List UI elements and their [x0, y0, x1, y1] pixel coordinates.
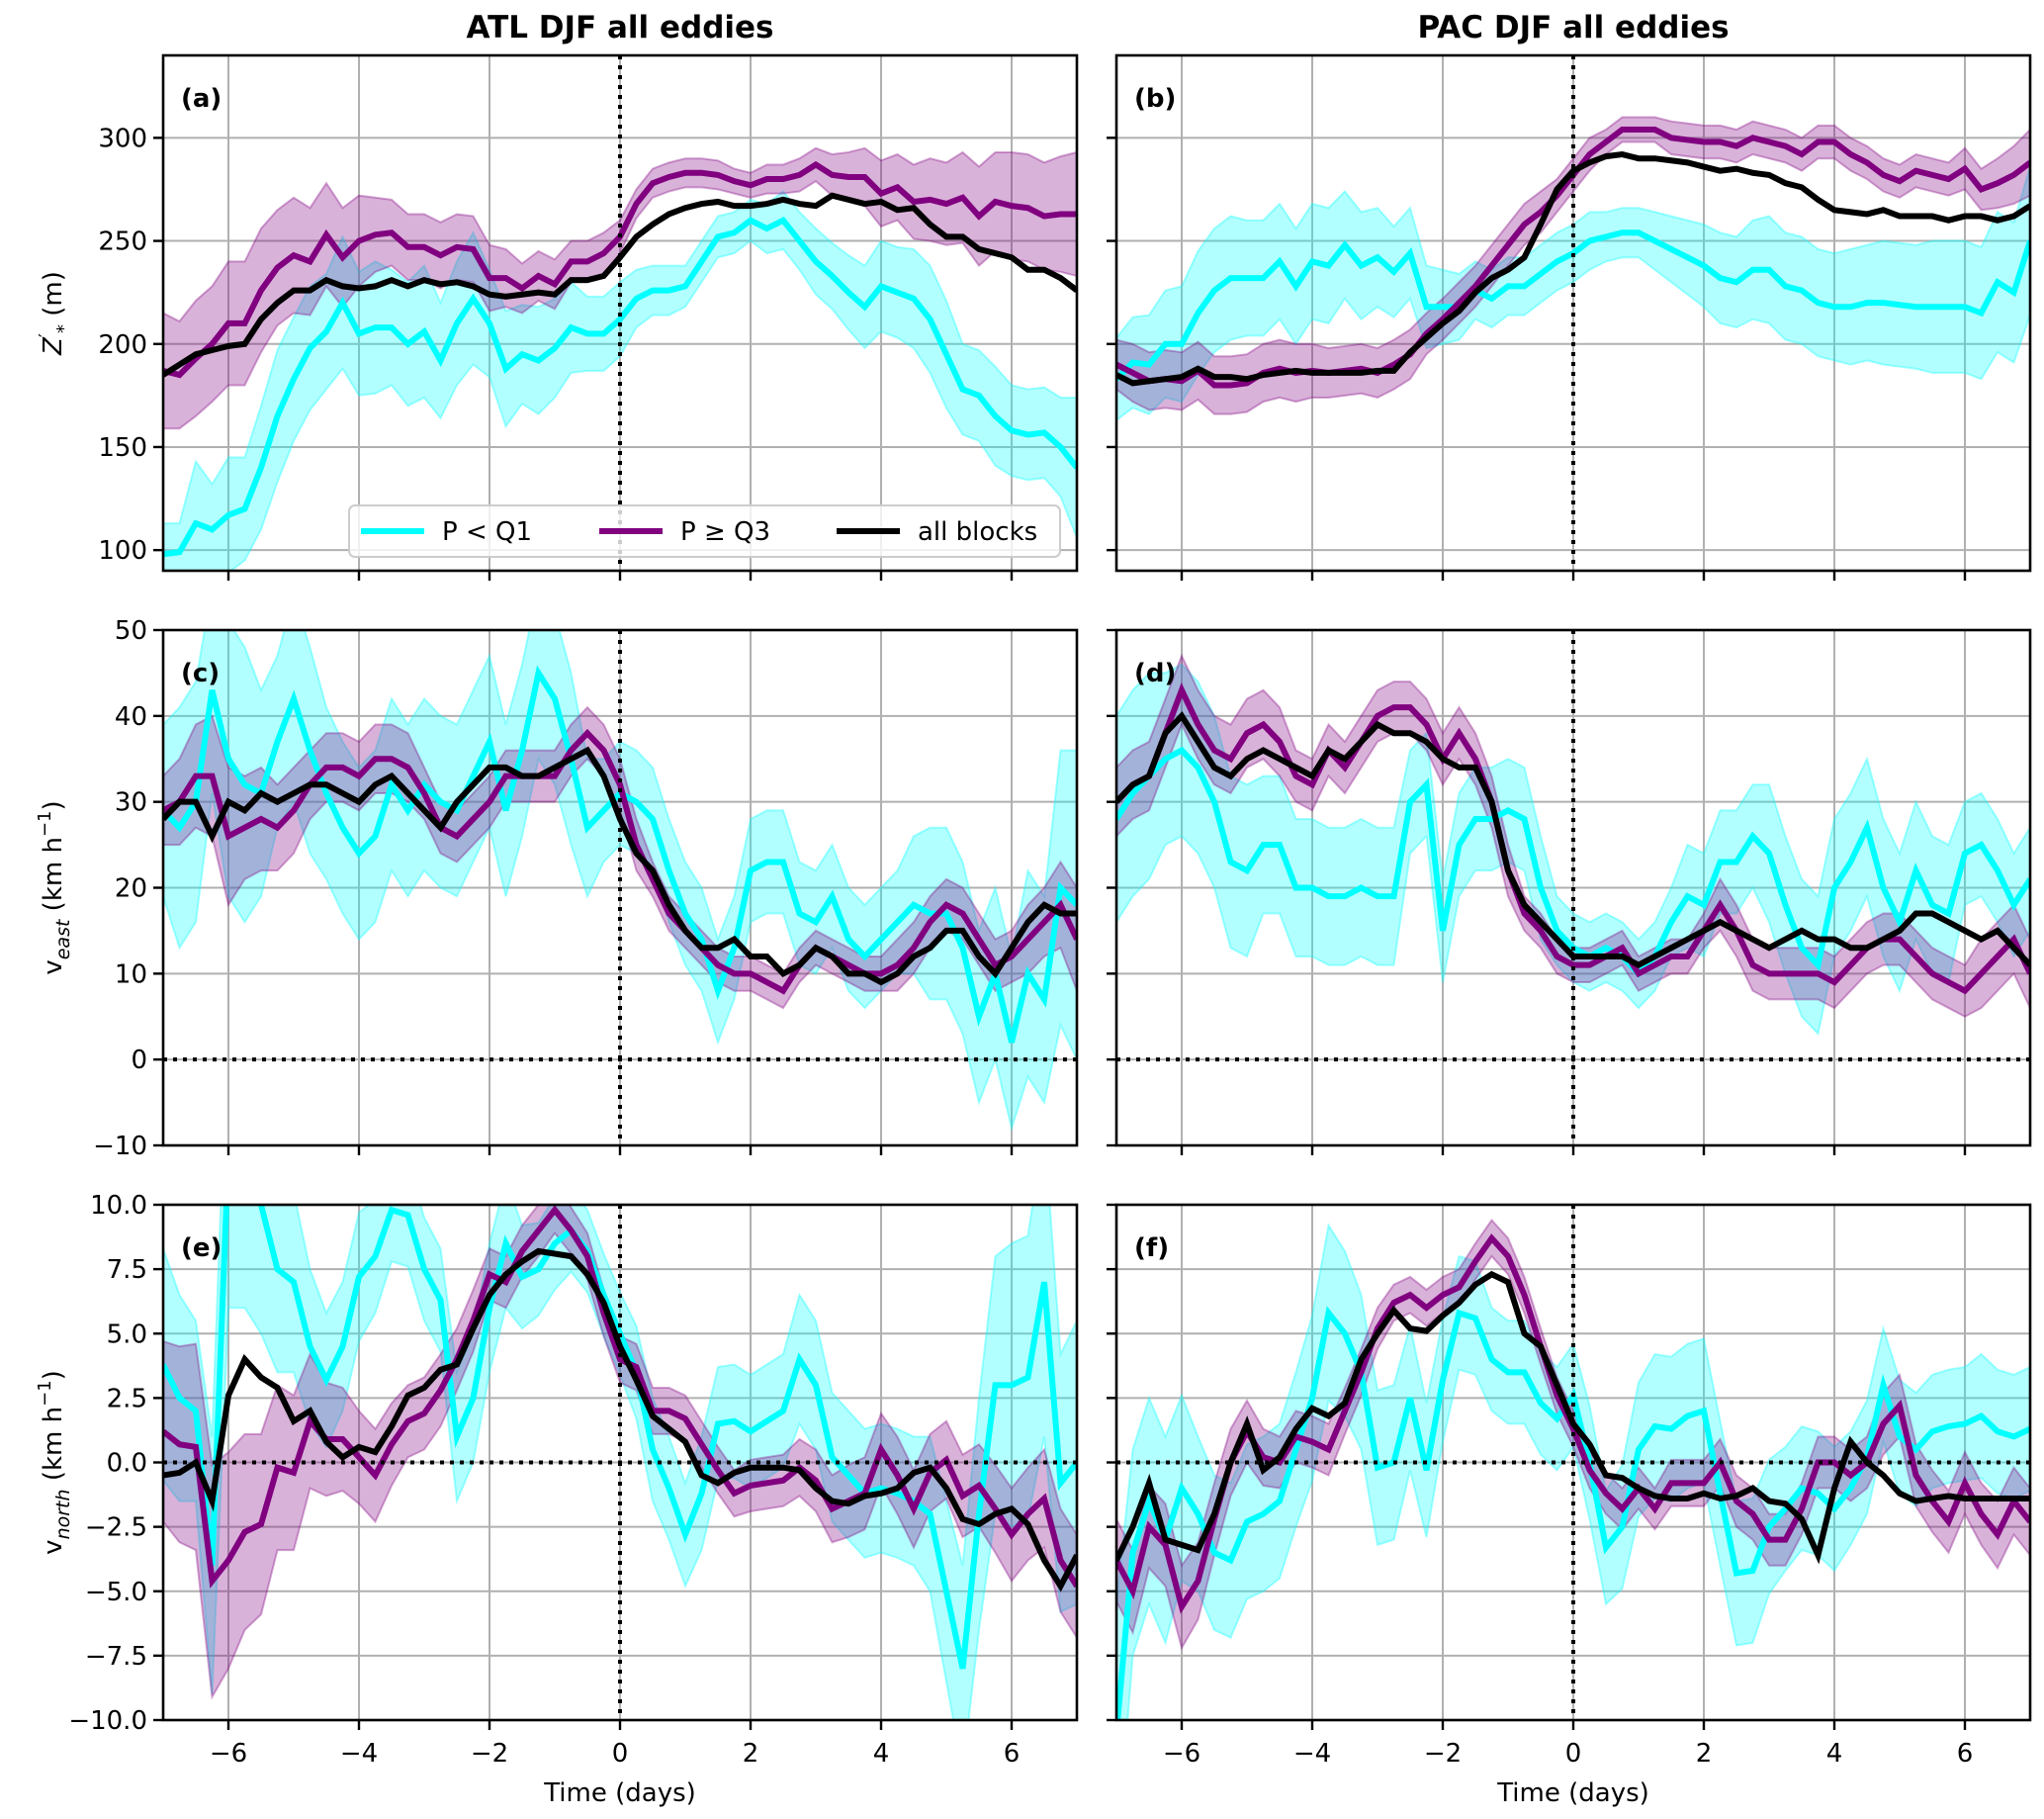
y-tick-label: 40	[115, 702, 147, 732]
column-title-pac: PAC DJF all eddies	[1417, 10, 1729, 45]
y-tick-label: 0.0	[107, 1449, 147, 1479]
x-tick-label: −2	[471, 1739, 508, 1769]
y-axis-label: Z′* (m)	[36, 271, 74, 356]
panel-label: (a)	[181, 84, 222, 114]
y-tick-label: 200	[98, 330, 147, 360]
series-line	[1116, 150, 2030, 387]
plot-area	[1116, 653, 2030, 1037]
y-tick-label: −10	[93, 1132, 147, 1161]
x-tick-label: 4	[873, 1739, 890, 1769]
y-tick-label: 50	[115, 616, 147, 646]
y-axis-label: vnorth (km h−1)	[35, 1370, 74, 1555]
x-tick-label: −2	[1424, 1739, 1462, 1769]
confidence-band	[163, 190, 1077, 571]
plot-area	[163, 630, 1077, 1133]
legend-box	[348, 504, 1061, 558]
x-tick-label: 0	[1565, 1739, 1582, 1769]
confidence-band	[163, 630, 1077, 1133]
y-tick-label: 0	[131, 1046, 147, 1075]
x-tick-label: −6	[1163, 1739, 1200, 1769]
x-tick-label: 6	[1004, 1739, 1021, 1769]
y-tick-label: −7.5	[85, 1642, 147, 1672]
y-tick-label: 20	[115, 874, 147, 904]
y-tick-label: 10	[115, 959, 147, 989]
legend-label: P < Q1	[442, 517, 532, 547]
legend: P < Q1 P ≥ Q3 all blocks	[348, 504, 1061, 558]
panel-d: (d)	[1107, 628, 2032, 1155]
y-tick-label: 30	[115, 788, 147, 818]
panel-label: (e)	[181, 1233, 222, 1263]
panel-c: −10 0 10 20 30 40 50 (c) veast (km h−1)	[35, 616, 1079, 1161]
column-title-atl: ATL DJF all eddies	[467, 10, 774, 45]
y-tick-label: 5.0	[107, 1319, 147, 1349]
y-tick-label: 150	[98, 433, 147, 463]
panel-b: (b)	[1107, 53, 2032, 581]
series-line	[163, 216, 1077, 558]
confidence-band	[1116, 166, 2030, 422]
panel-label: (c)	[181, 659, 220, 688]
y-axis-label: veast (km h−1)	[35, 800, 74, 974]
legend-label: P ≥ Q3	[680, 517, 770, 547]
panel-f: −6 −4 −2 0 2 4 6 (f) Time (days)	[1107, 1203, 2032, 1808]
y-tick-label: −5.0	[85, 1578, 147, 1607]
confidence-band	[163, 1205, 1077, 1700]
x-tick-label: −4	[1293, 1739, 1331, 1769]
y-tick-label: 7.5	[107, 1255, 147, 1285]
y-tick-label: 10.0	[90, 1191, 147, 1221]
x-axis-label: Time (days)	[543, 1778, 696, 1808]
x-tick-label: 4	[1826, 1739, 1843, 1769]
x-axis-label: Time (days)	[1496, 1778, 1649, 1808]
plot-area	[163, 146, 1077, 571]
x-tick-label: 0	[612, 1739, 629, 1769]
series-line	[163, 728, 1077, 995]
y-tick-label: 300	[98, 124, 147, 153]
y-tick-label: −2.5	[85, 1513, 147, 1543]
x-tick-label: −4	[340, 1739, 378, 1769]
x-tick-label: 2	[743, 1739, 759, 1769]
panel-a: 100 150 200 250 300 (a) Z′* (m) P < Q1 P ≥ Q3 all…	[36, 53, 1079, 581]
y-tick-label: 250	[98, 227, 147, 257]
y-tick-label: −10.0	[68, 1706, 147, 1736]
x-tick-label: 2	[1696, 1739, 1713, 1769]
legend-label: all blocks	[918, 517, 1037, 547]
panel-label: (b)	[1134, 84, 1176, 114]
y-tick-label: 2.5	[107, 1384, 147, 1413]
x-tick-label: 6	[1957, 1739, 1974, 1769]
panel-label: (f)	[1134, 1233, 1169, 1263]
panel-label: (d)	[1134, 659, 1176, 688]
y-tick-label: 100	[98, 536, 147, 566]
series-line	[163, 192, 1077, 378]
series-line	[1116, 710, 2030, 969]
series-line	[1116, 1233, 2030, 1614]
confidence-band	[1116, 1223, 2030, 1720]
x-tick-label: −6	[210, 1739, 247, 1769]
panel-e: −6 −4 −2 0 2 4 6 −10.0 −7.5 −5.0 −2.5 0.0 2.5 5.0 7.5 1…	[35, 1191, 1079, 1808]
